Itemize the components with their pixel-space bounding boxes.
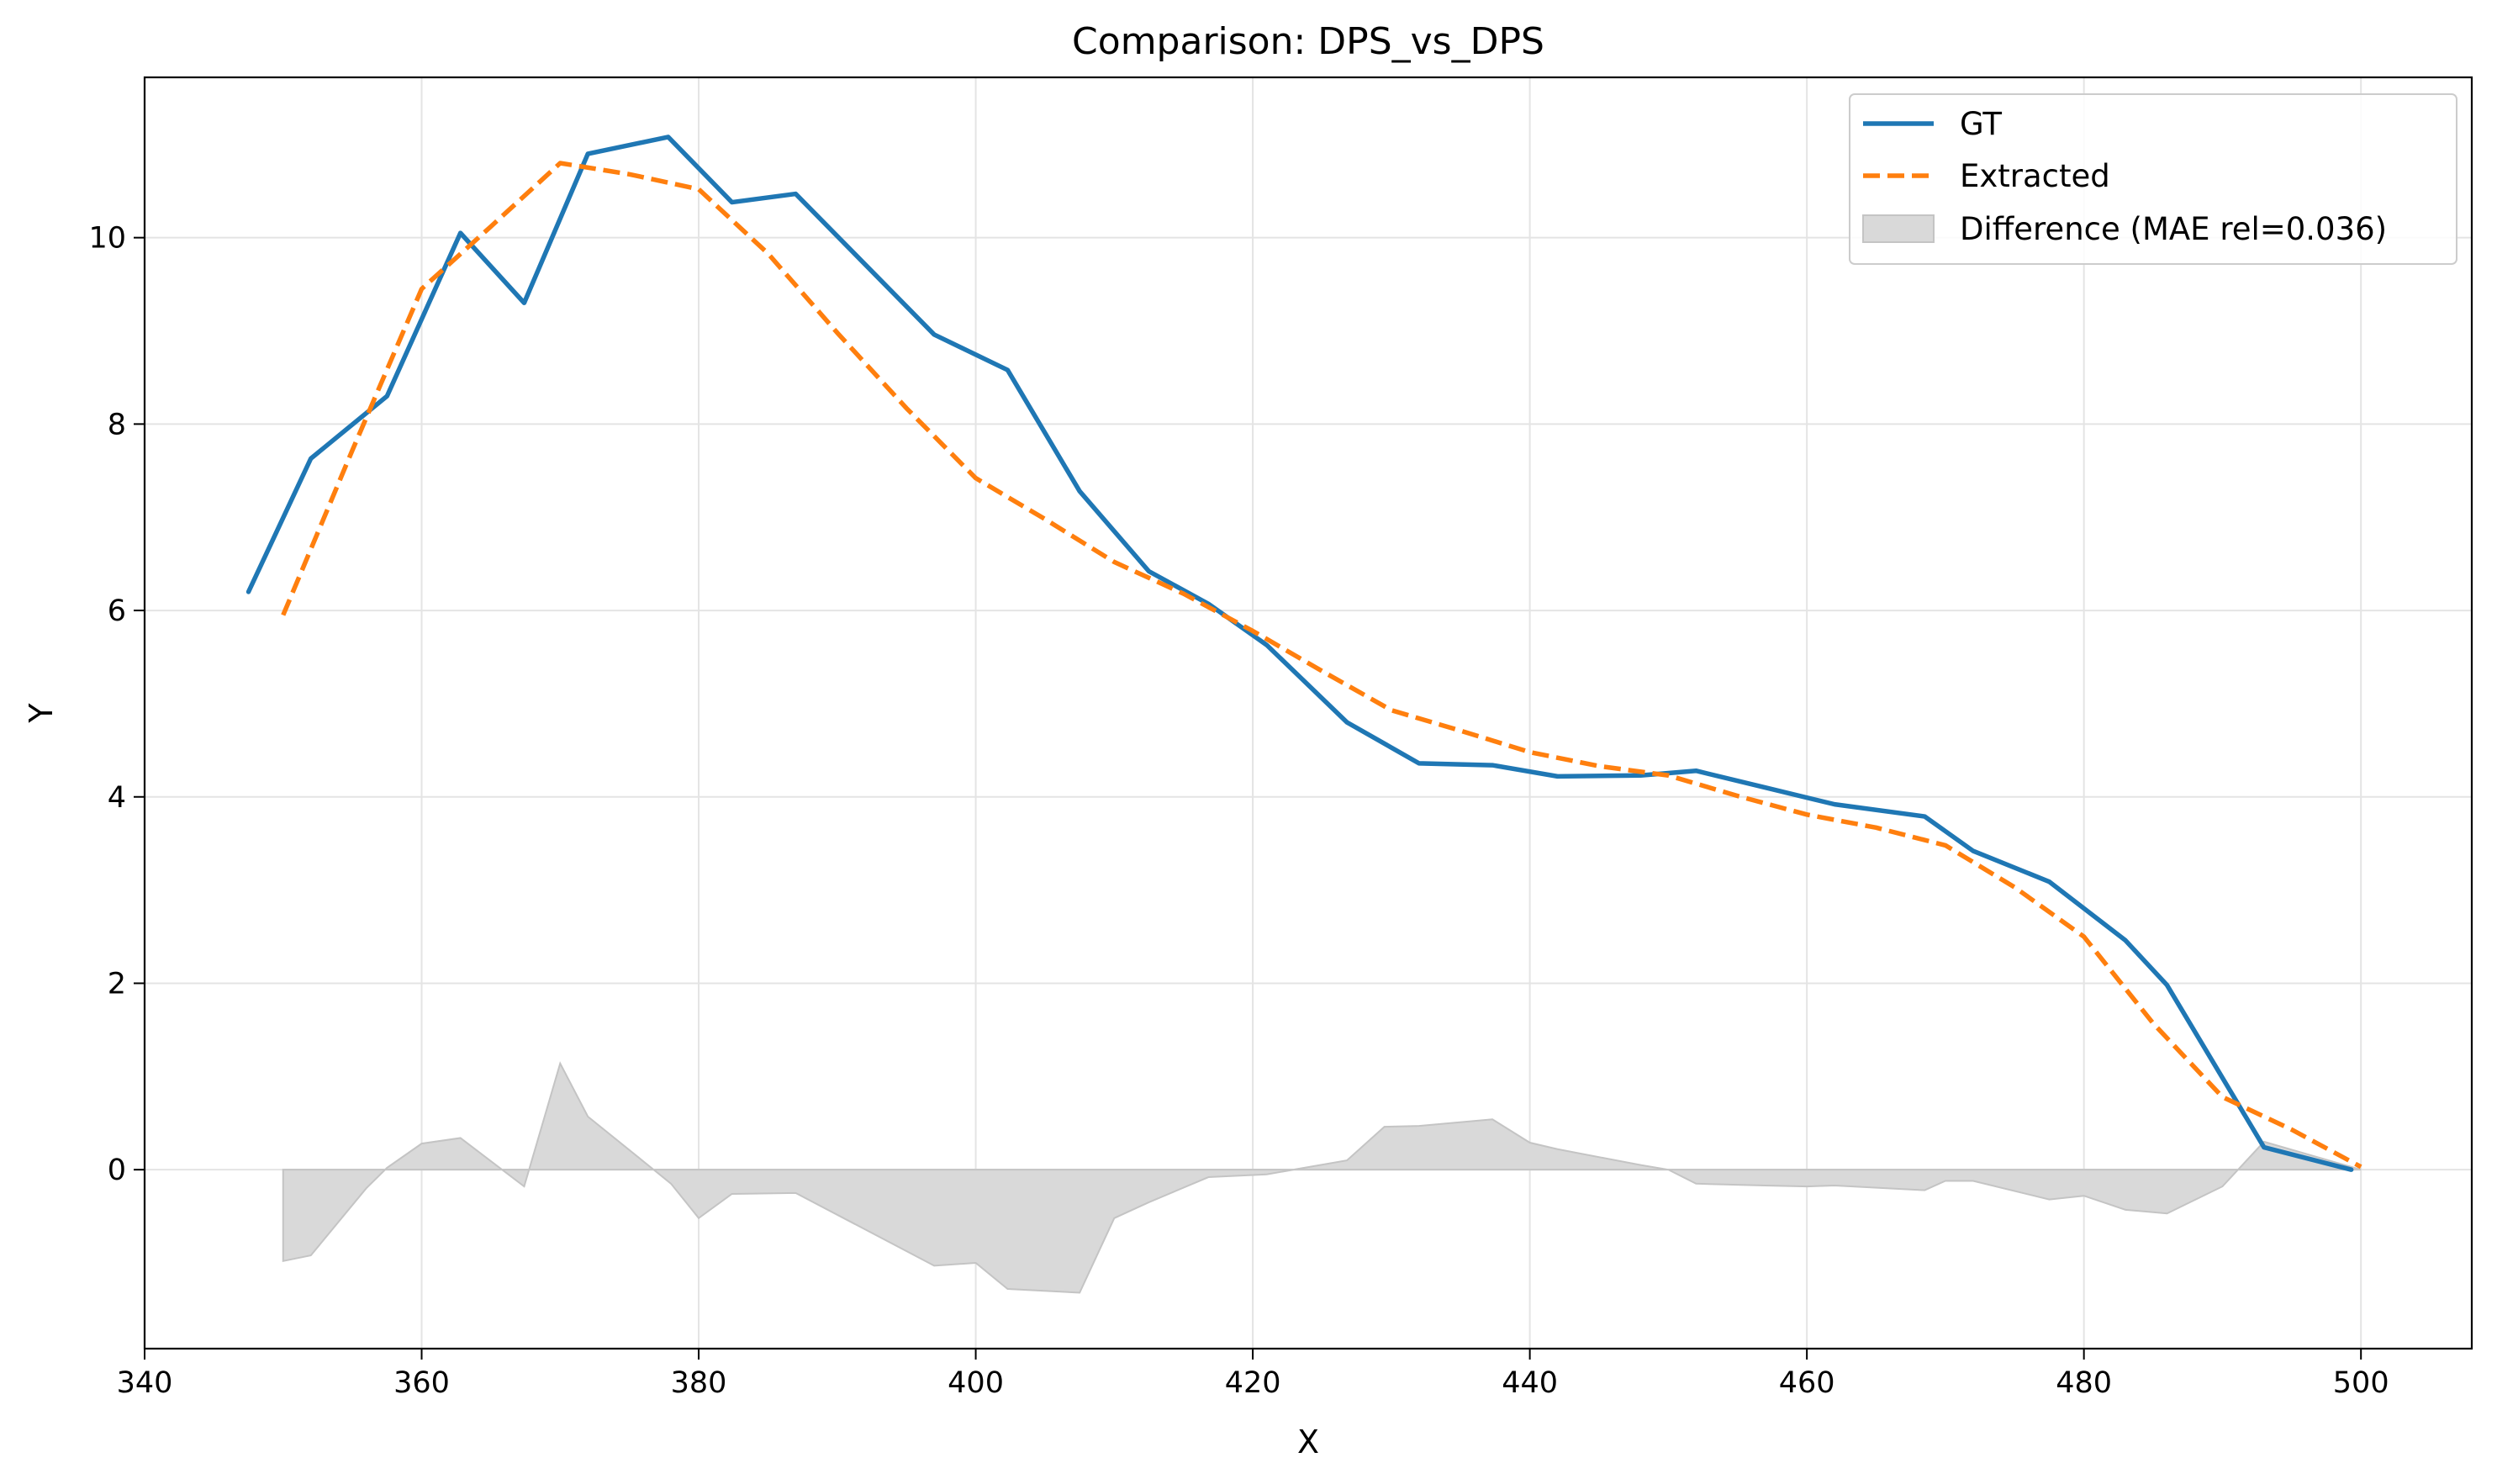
x-tick-label: 400 xyxy=(948,1366,1004,1400)
x-tick-label: 360 xyxy=(393,1366,450,1400)
y-tick-label: 2 xyxy=(108,967,126,1001)
difference-area xyxy=(282,1061,2362,1294)
extracted-line xyxy=(281,161,2362,1170)
legend-extracted-label: Extracted xyxy=(1960,158,2110,194)
x-tick-label: 340 xyxy=(117,1366,173,1400)
x-tick-label: 440 xyxy=(1502,1366,1558,1400)
y-axis-label: Y xyxy=(23,703,60,724)
y-tick-label: 0 xyxy=(108,1154,126,1187)
legend-difference-label: Difference (MAE rel=0.036) xyxy=(1960,211,2387,247)
x-axis-label: X xyxy=(1297,1423,1319,1460)
y-tick-label: 4 xyxy=(108,781,126,815)
legend-box xyxy=(1849,93,2457,265)
y-tick-label: 8 xyxy=(108,408,126,441)
plot-frame xyxy=(143,76,2473,1350)
legend: GT Extracted Difference (MAE rel=0.036) xyxy=(1849,93,2457,265)
legend-difference-swatch xyxy=(1862,214,1935,243)
x-tick-label: 380 xyxy=(671,1366,727,1400)
x-tick-label: 460 xyxy=(1779,1366,1835,1400)
legend-gt-label: GT xyxy=(1960,106,2002,142)
y-tick-label: 6 xyxy=(108,594,126,628)
axis-ticks: 340 360 380 400 420 440 460 480 500 0 2 4 6 8 10 xyxy=(88,222,2389,1400)
x-tick-label: 480 xyxy=(2056,1366,2112,1400)
gt-line xyxy=(245,135,2354,1172)
x-tick-label: 420 xyxy=(1225,1366,1281,1400)
x-tick-label: 500 xyxy=(2333,1366,2389,1400)
chart-title: Comparison: DPS_vs_DPS xyxy=(1072,20,1544,63)
plot-data xyxy=(245,135,2362,1294)
y-tick-label: 10 xyxy=(88,222,126,256)
